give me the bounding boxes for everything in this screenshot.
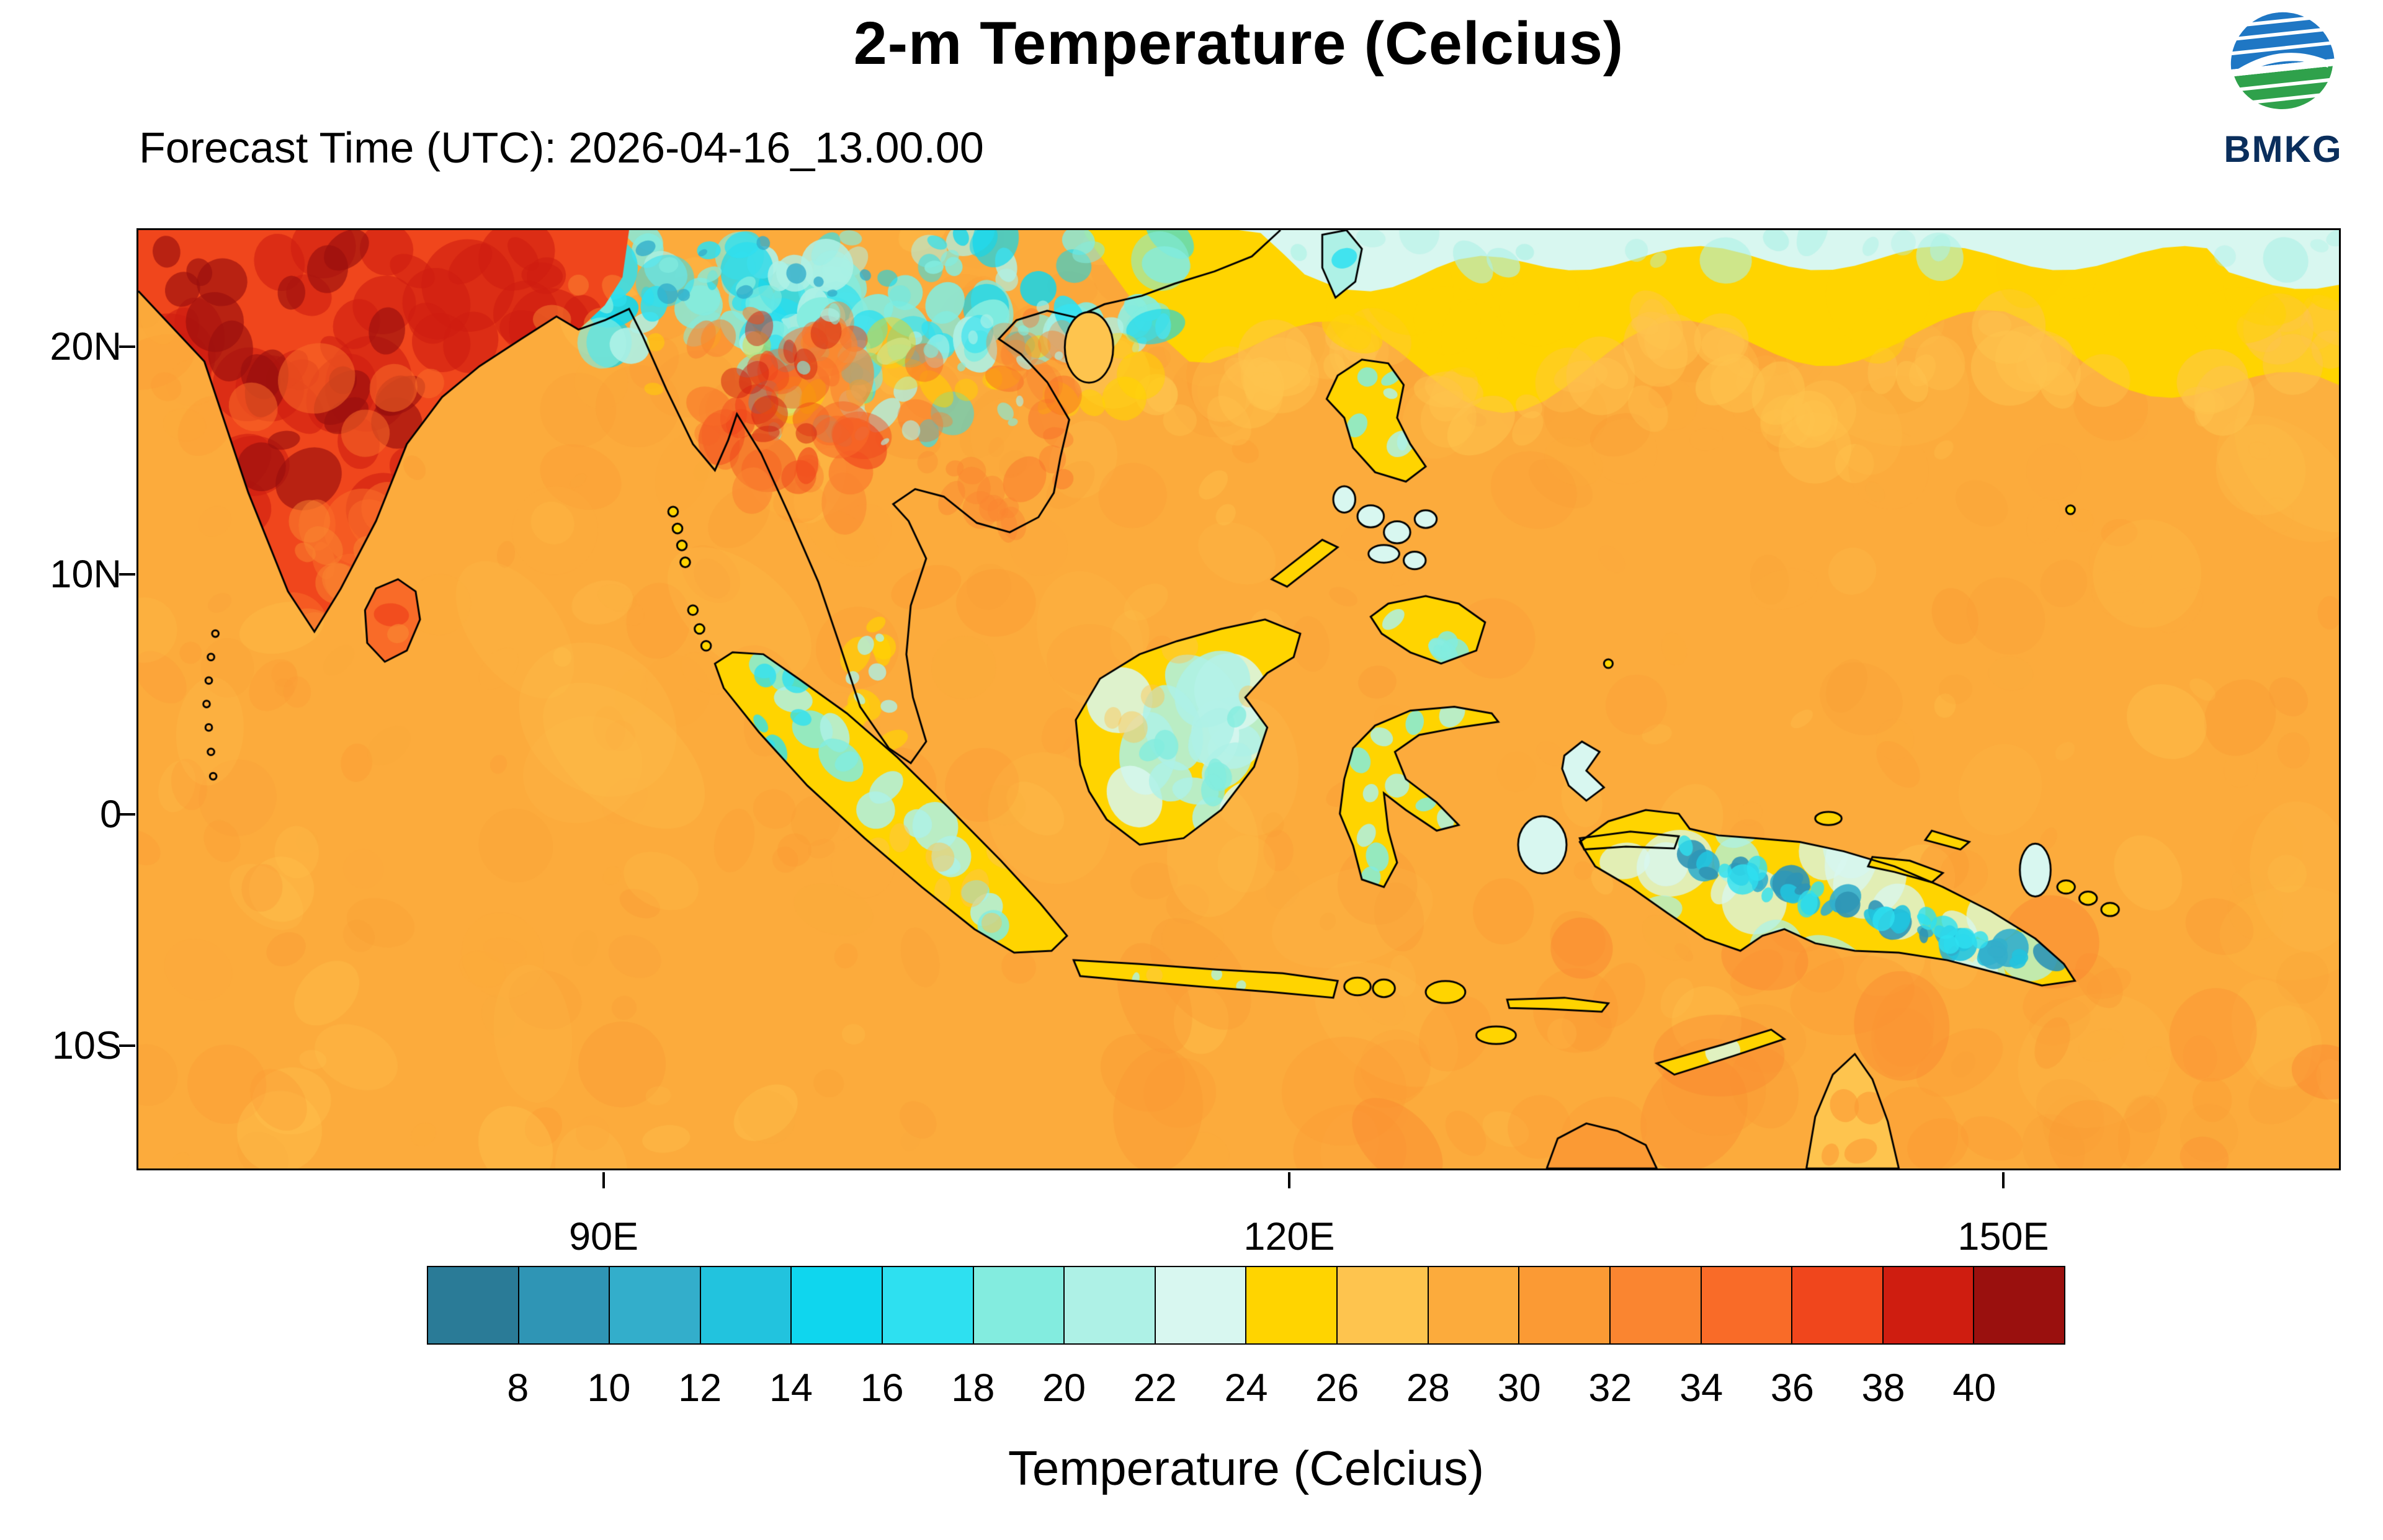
- bmkg-logo-text: BMKG: [2224, 128, 2343, 170]
- colorbar-tick-label: 16: [860, 1366, 904, 1410]
- colorbar-tick-label: 14: [769, 1366, 813, 1410]
- x-axis-label-120e: 120E: [1243, 1215, 1335, 1258]
- colorbar-tick-label: 20: [1042, 1366, 1086, 1410]
- x-axis-label-150e: 150E: [1957, 1215, 2049, 1258]
- temperature-map: [138, 230, 2339, 1168]
- colorbar-cell: [1610, 1267, 1702, 1343]
- page-title: 2-m Temperature (Celcius): [853, 9, 1624, 77]
- colorbar-cell: [610, 1267, 701, 1343]
- colorbar-cell: [1519, 1267, 1611, 1343]
- colorbar-tick-label: 24: [1224, 1366, 1268, 1410]
- colorbar-tick-label: 30: [1497, 1366, 1541, 1410]
- y-axis-label-10n: 10N: [50, 553, 122, 596]
- colorbar-cell: [1155, 1267, 1247, 1343]
- axis-tick: [1288, 1172, 1290, 1188]
- colorbar-tick-label: 10: [587, 1366, 631, 1410]
- colorbar-cell: [792, 1267, 883, 1343]
- forecast-time-label: Forecast Time (UTC): 2026-04-16_13.00.00: [139, 123, 984, 172]
- map-frame: [136, 228, 2341, 1170]
- colorbar-tick-label: 12: [678, 1366, 722, 1410]
- colorbar-tick-label: 36: [1770, 1366, 1814, 1410]
- colorbar-cell: [428, 1267, 519, 1343]
- colorbar-tick-label: 38: [1861, 1366, 1905, 1410]
- y-axis-label-10s: 10S: [51, 1024, 122, 1067]
- temperature-colorbar: [427, 1266, 2065, 1345]
- axis-tick: [119, 573, 135, 576]
- bmkg-logo-icon: [2225, 9, 2337, 114]
- colorbar-cell: [1792, 1267, 1884, 1343]
- colorbar-cell: [519, 1267, 610, 1343]
- axis-tick: [2002, 1172, 2005, 1188]
- colorbar-tick-label: 34: [1679, 1366, 1724, 1410]
- colorbar-tick-label: 18: [951, 1366, 995, 1410]
- colorbar-tick-labels: 8 10 12 14 16 18 20 22 24 26 28 30 32 34 36 38 40: [427, 1366, 2065, 1415]
- colorbar-cell: [973, 1267, 1065, 1343]
- colorbar-tick-label: 8: [507, 1366, 529, 1410]
- colorbar-cell: [1338, 1267, 1429, 1343]
- axis-tick: [602, 1172, 605, 1188]
- colorbar-cell: [1701, 1267, 1793, 1343]
- x-axis-label-90e: 90E: [568, 1215, 639, 1258]
- axis-tick: [119, 813, 135, 816]
- colorbar-cell: [1428, 1267, 1520, 1343]
- colorbar-cell: [700, 1267, 792, 1343]
- colorbar-cell: [1883, 1267, 1975, 1343]
- colorbar-cell: [1246, 1267, 1338, 1343]
- y-axis-label-20n: 20N: [50, 325, 122, 368]
- colorbar-tick-label: 32: [1588, 1366, 1632, 1410]
- colorbar-tick-label: 26: [1315, 1366, 1359, 1410]
- axis-tick: [119, 345, 135, 348]
- bmkg-logo: BMKG: [2209, 9, 2358, 171]
- colorbar-tick-label: 28: [1406, 1366, 1450, 1410]
- colorbar-tick-label: 22: [1133, 1366, 1177, 1410]
- colorbar-cell: [1974, 1267, 2064, 1343]
- colorbar-tick-label: 40: [1952, 1366, 1996, 1410]
- colorbar-cell: [883, 1267, 974, 1343]
- colorbar-cell: [1065, 1267, 1156, 1343]
- colorbar-title: Temperature (Celcius): [1008, 1441, 1485, 1495]
- y-axis-label-0: 0: [99, 793, 122, 836]
- axis-tick: [119, 1044, 135, 1047]
